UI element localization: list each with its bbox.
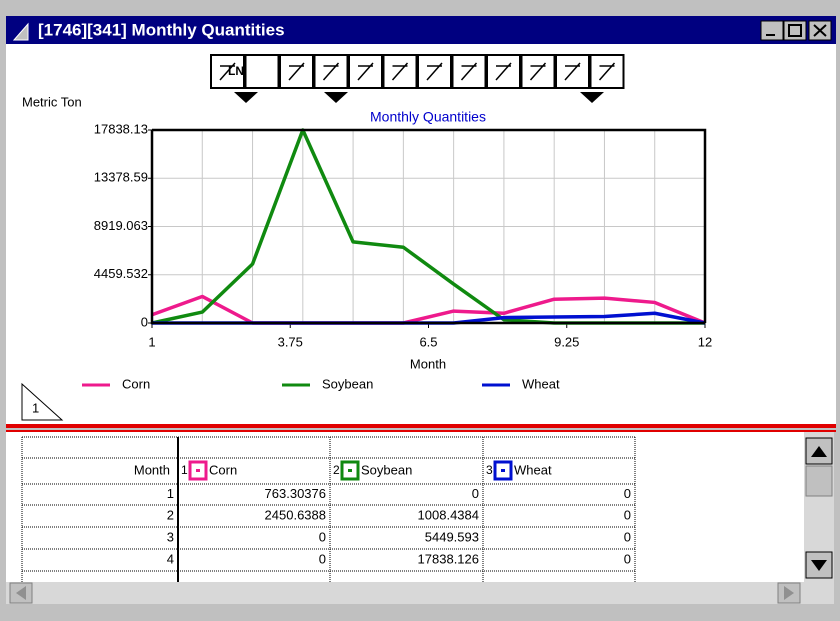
chart-title: Monthly Quantities <box>370 109 486 125</box>
minimize-button[interactable] <box>760 20 784 41</box>
column-number: 2 <box>333 463 340 477</box>
y-tick-label: 0 <box>141 314 148 329</box>
column-number: 1 <box>181 463 188 477</box>
scroll-thumb[interactable] <box>805 465 833 497</box>
column-header: Soybean <box>361 462 412 477</box>
month-cell: 1 <box>167 486 174 501</box>
value-cell: 763.30376 <box>265 486 326 501</box>
legend-label: Wheat <box>522 376 560 391</box>
value-cell: 2450.6388 <box>265 507 326 522</box>
separator <box>6 430 836 432</box>
arrow <box>784 586 794 600</box>
maximize-button[interactable] <box>783 20 807 41</box>
value-cell: 0 <box>472 486 479 501</box>
tool-icon <box>495 62 512 81</box>
table-pane <box>6 432 804 582</box>
tool-button[interactable] <box>589 54 625 89</box>
horizontal-scrollbar[interactable] <box>6 582 834 604</box>
chart-pane <box>6 44 836 424</box>
y-tick-label: 4459.532 <box>94 266 148 281</box>
swatch-dot <box>196 469 200 472</box>
arrow <box>16 586 26 600</box>
y-tick-label: 13378.59 <box>94 170 148 185</box>
month-cell: 2 <box>167 507 174 522</box>
tool-icon <box>391 62 409 81</box>
tool-icon <box>426 62 443 81</box>
value-cell: 0 <box>624 507 631 522</box>
tool-button[interactable] <box>451 54 487 89</box>
window-buttons <box>760 20 832 41</box>
legend-label: Soybean <box>322 376 373 391</box>
column-header: Month <box>134 462 170 477</box>
dropdown-arrow <box>324 92 348 103</box>
app-icon <box>12 22 29 41</box>
tool-icon <box>598 62 616 81</box>
value-cell: 0 <box>624 486 631 501</box>
value-cell: 0 <box>624 551 631 566</box>
y-axis-title: Metric Ton <box>22 94 82 109</box>
y-tick-label: 8919.063 <box>94 218 148 233</box>
series-line <box>151 294 706 325</box>
tab-label: 1 <box>32 400 39 415</box>
close-glyph <box>813 24 827 37</box>
swatch-dot <box>348 469 352 472</box>
arrow <box>811 446 827 457</box>
value-cell: 0 <box>319 551 326 566</box>
value-cell: 17838.126 <box>418 551 479 566</box>
x-tick-label: 12 <box>698 334 712 349</box>
tool-button[interactable] <box>244 54 280 89</box>
plot-frame <box>150 128 707 325</box>
ln-label: LN <box>228 64 244 78</box>
x-tick-label: 1 <box>148 334 155 349</box>
value-cell: 0 <box>319 529 326 544</box>
tool-icon <box>219 62 236 81</box>
x-tick-label: 3.75 <box>278 334 303 349</box>
tool-button[interactable] <box>555 54 590 89</box>
tool-icon <box>322 62 340 81</box>
value-cell: 5449.593 <box>425 529 479 544</box>
tool-icon <box>357 62 374 81</box>
toolbar <box>210 54 625 103</box>
chart: 0 4459.532 8919.063 13378.59 17838.13 1 3.75 6.… <box>82 121 712 391</box>
arrow <box>811 560 827 571</box>
title-bar <box>6 16 836 44</box>
window-title: [1746][341] Monthly Quantities <box>38 20 285 39</box>
value-cell: 1008.4384 <box>418 507 479 522</box>
tool-icon <box>564 62 581 81</box>
legend-label: Corn <box>122 376 150 391</box>
x-tick-label: 6.5 <box>419 334 437 349</box>
x-tick-label: 9.25 <box>554 334 579 349</box>
maximize-glyph <box>788 24 802 37</box>
x-axis-title: Month <box>410 356 446 371</box>
column-header: Wheat <box>514 462 552 477</box>
table: Month 1 Corn 2 Soybean 3 Wheat 1 763.30376 0 0 2 245… <box>21 436 636 582</box>
column-number: 3 <box>486 463 493 477</box>
scroll-down[interactable] <box>805 551 833 579</box>
dropdown-arrow <box>234 92 258 103</box>
swatch-dot <box>501 469 505 472</box>
tab[interactable] <box>21 382 64 421</box>
dropdown-arrow <box>580 92 604 103</box>
tool-icon <box>288 62 305 81</box>
month-cell: 3 <box>167 529 174 544</box>
month-cell: 4 <box>167 551 174 566</box>
column-header: Corn <box>209 462 237 477</box>
y-tick-label: 17838.13 <box>94 121 148 136</box>
tool-icon <box>460 62 478 81</box>
value-cell: 0 <box>624 529 631 544</box>
separator <box>6 424 836 428</box>
tool-icon <box>529 62 547 81</box>
